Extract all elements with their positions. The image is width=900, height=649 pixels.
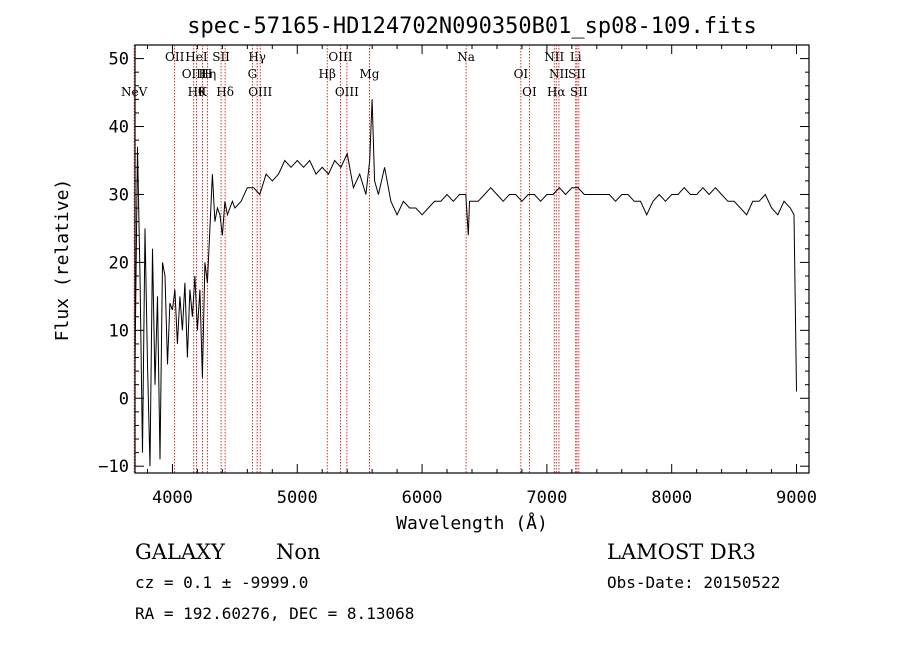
line-label-6: H	[202, 67, 212, 81]
survey-name: LAMOST DR3	[607, 540, 756, 564]
line-label-16: Mg	[359, 67, 379, 81]
redshift-cz: cz = 0.1 ± -9999.0	[135, 573, 308, 592]
line-label-24: SII	[568, 67, 586, 81]
ra-dec: RA = 192.60276, DEC = 8.13068	[135, 604, 414, 623]
line-label-17: Na	[457, 50, 475, 64]
y-tick-label-1: 0	[119, 389, 129, 409]
line-label-12: OIII	[248, 85, 272, 99]
line-label-20: NII	[544, 50, 564, 64]
line-label-14: Hβ	[319, 67, 336, 81]
y-tick-label-5: 40	[109, 118, 129, 138]
x-tick-label-5: 9000	[776, 488, 817, 508]
line-label-13: OIII	[328, 50, 352, 64]
x-tick-label-0: 4000	[152, 488, 193, 508]
line-label-7: K	[198, 85, 208, 99]
x-tick-label-1: 5000	[277, 488, 318, 508]
x-axis-ticks: 4000 5000 6000 7000 8000 9000	[146, 45, 817, 508]
emission-line-markers	[133, 45, 580, 473]
y-axis-ticks: −10 0 10 20 30 40 50	[98, 50, 809, 477]
line-label-9: Hδ	[216, 85, 234, 99]
line-label-5: HeI	[185, 50, 208, 64]
line-label-23: Li	[570, 50, 582, 64]
y-tick-label-3: 20	[109, 253, 129, 273]
line-label-8: SII	[212, 50, 230, 64]
line-label-21: NII	[549, 67, 569, 81]
plot-frame	[134, 44, 810, 474]
line-label-11: G	[248, 67, 258, 81]
x-axis-label: Wavelength (Å)	[396, 512, 548, 534]
y-tick-label-4: 30	[109, 185, 129, 205]
y-axis-label: Flux (relative)	[52, 179, 73, 342]
y-tick-label-6: 50	[109, 50, 129, 70]
observation-date: Obs-Date: 20150522	[607, 573, 780, 592]
y-tick-label-2: 10	[109, 321, 129, 341]
object-class: GALAXY	[135, 540, 226, 564]
line-label-22: Hα	[547, 85, 566, 99]
line-label-2: OIII	[182, 67, 206, 81]
object-subclass: Non	[276, 540, 321, 564]
spectrum-line	[134, 99, 797, 467]
line-label-1: OII	[165, 50, 185, 64]
x-tick-label-2: 6000	[402, 488, 443, 508]
chart-title: spec-57165-HD124702N090350B01_sp08-109.f…	[187, 14, 757, 39]
line-label-3: Hθ	[188, 85, 206, 99]
line-label-10: Hγ	[248, 50, 266, 64]
emission-line-labels: NeV OII OIII Hθ Hη HeI HK SII Hδ Hγ G OIII OIII Hβ OII…	[121, 50, 588, 99]
x-tick-label-3: 7000	[526, 488, 567, 508]
line-label-18: OI	[514, 67, 529, 81]
line-label-25: SII	[570, 85, 588, 99]
y-tick-label-0: −10	[98, 457, 129, 477]
line-label-19: OI	[522, 85, 537, 99]
line-label-0: NeV	[121, 85, 148, 99]
line-label-4: Hη	[199, 67, 217, 81]
line-label-15: OIII	[335, 85, 359, 99]
x-tick-label-4: 8000	[651, 488, 692, 508]
